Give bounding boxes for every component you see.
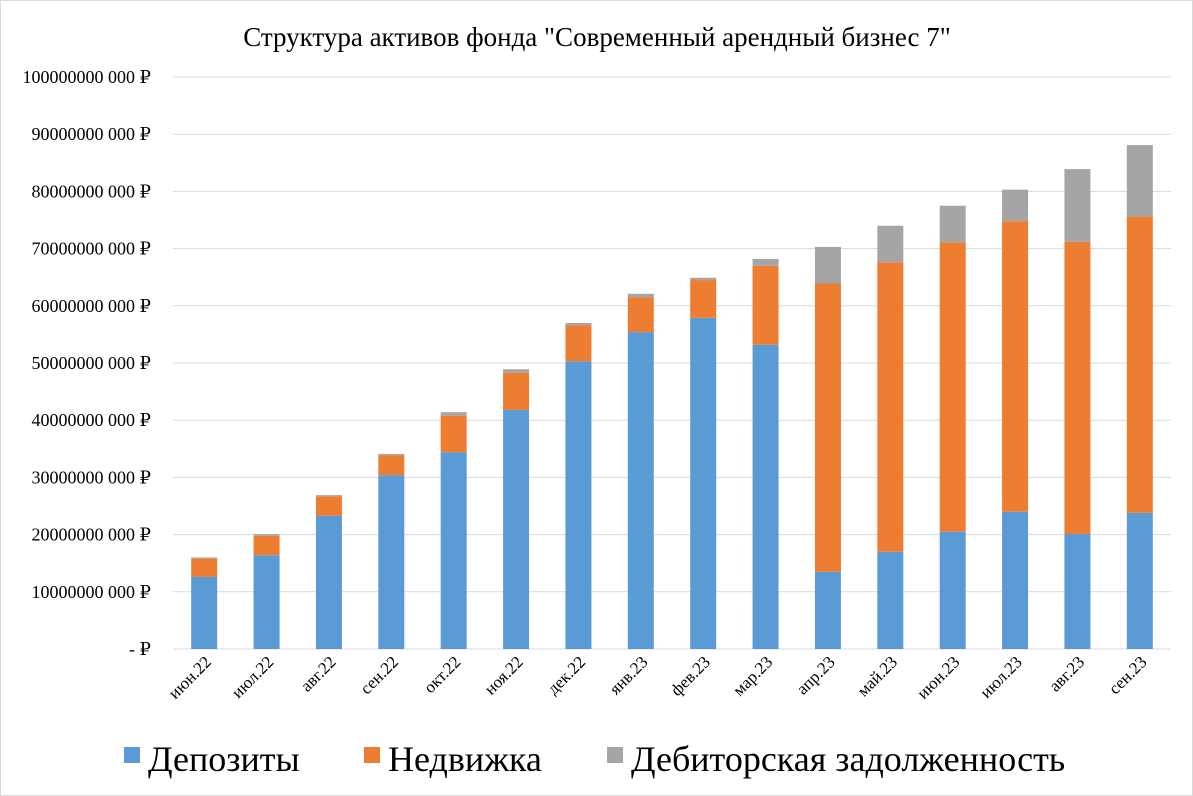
bar-segment-real-estate [939, 242, 966, 532]
bar-segment-real-estate [565, 325, 592, 362]
x-tick-label: окт.22 [420, 652, 465, 697]
x-tick-label: фев.23 [667, 652, 714, 699]
bar-segment-real-estate [752, 265, 779, 345]
legend: Депозиты Недвижка Дебиторская задолженност… [124, 739, 1065, 779]
x-tick-label: июл.23 [976, 652, 1026, 702]
bar-segment-deposits [1064, 534, 1091, 649]
bar-segment-receivables [378, 453, 405, 456]
bar-segment-receivables [1126, 145, 1153, 217]
x-tick-label: авг.23 [1045, 652, 1088, 695]
bar-segment-receivables [877, 225, 904, 263]
y-tick-label: 50000000 000 ₽ [32, 353, 151, 373]
y-tick-label: 90000000 000 ₽ [32, 124, 151, 144]
bar-segment-deposits [440, 452, 467, 649]
y-tick-label: 30000000 000 ₽ [32, 467, 151, 487]
bar-segment-receivables [503, 369, 530, 373]
bar-segment-real-estate [1126, 216, 1153, 513]
legend-label: Недвижка [388, 739, 542, 779]
chart-title: Структура активов фонда "Современный аре… [243, 22, 951, 52]
bar-segment-deposits [877, 551, 904, 649]
bar-segment-receivables [440, 412, 467, 416]
x-tick-label: янв.23 [606, 652, 652, 698]
bar-segment-deposits [939, 531, 966, 649]
x-tick-label: дек.22 [544, 652, 590, 698]
x-tick-label: сен.23 [1105, 652, 1151, 698]
bar-segment-deposits [752, 344, 779, 649]
y-tick-label: 100000000 000 ₽ [23, 67, 151, 87]
bar-segment-deposits [565, 361, 592, 649]
bar-segment-real-estate [191, 558, 218, 577]
legend-label: Депозиты [148, 739, 300, 779]
bar-segment-receivables [814, 246, 841, 284]
x-tick-label: июн.22 [165, 652, 215, 702]
y-tick-label: 20000000 000 ₽ [32, 525, 151, 545]
y-tick-label: 70000000 000 ₽ [32, 239, 151, 259]
bar-segment-deposits [627, 332, 654, 649]
bar-segment-deposits [814, 571, 841, 649]
bar-segment-receivables [690, 277, 717, 281]
bar-segment-deposits [690, 317, 717, 649]
bar-segment-receivables [565, 322, 592, 326]
x-tick-label: ноя.22 [481, 652, 527, 698]
bar-segment-real-estate [253, 535, 280, 556]
x-tick-label: июл.22 [228, 652, 278, 702]
x-tick-label: мар.23 [729, 652, 776, 699]
y-axis-tick-labels: - ₽ 10000000 000 ₽ 20000000 000 ₽ 30000000 … [23, 67, 151, 659]
x-axis-tick-labels: июн.22 июл.22 авг.22 сен.22 окт.22 ноя.22 дек.… [165, 652, 1151, 702]
legend-swatch [607, 747, 623, 763]
bar-segment-real-estate [378, 455, 405, 476]
bar-segment-real-estate [877, 262, 904, 552]
bar-segment-receivables [1002, 189, 1029, 222]
bar-segment-real-estate [814, 283, 841, 572]
bar-segment-real-estate [315, 496, 342, 516]
bar-segment-real-estate [1002, 221, 1029, 512]
y-tick-label: 10000000 000 ₽ [32, 582, 151, 602]
bar-segment-deposits [378, 475, 405, 649]
bar-segment-receivables [315, 495, 342, 497]
x-tick-label: авг.22 [297, 652, 340, 695]
bar-segment-receivables [1064, 169, 1091, 242]
y-tick-label: 80000000 000 ₽ [32, 181, 151, 201]
bar-segment-receivables [253, 534, 280, 536]
bar-segment-deposits [315, 515, 342, 649]
y-tick-label: 60000000 000 ₽ [32, 296, 151, 316]
x-tick-label: сен.22 [356, 652, 402, 698]
bar-segment-deposits [1002, 511, 1029, 649]
y-tick-label: - ₽ [129, 639, 151, 659]
bar-segment-real-estate [440, 415, 467, 453]
bar-segment-deposits [1126, 512, 1153, 649]
x-tick-label: май.23 [853, 652, 901, 700]
x-tick-label: апр.23 [793, 652, 839, 698]
bar-segment-deposits [191, 576, 218, 649]
bar-segment-real-estate [627, 297, 654, 333]
bar-segment-receivables [627, 293, 654, 298]
y-tick-label: 40000000 000 ₽ [32, 410, 151, 430]
bar-segment-deposits [253, 555, 280, 649]
bar-segment-real-estate [1064, 241, 1091, 535]
bar-segment-receivables [752, 258, 779, 266]
bar-segment-real-estate [503, 372, 530, 410]
bar-segment-real-estate [690, 280, 717, 318]
legend-swatch [124, 747, 140, 763]
bar-segment-receivables [191, 557, 218, 559]
legend-label: Дебиторская задолженность [631, 739, 1065, 779]
bar-segment-receivables [939, 205, 966, 243]
legend-swatch [364, 747, 380, 763]
bar-segment-deposits [503, 409, 530, 649]
x-tick-label: июн.23 [913, 652, 963, 702]
bars [191, 145, 1153, 649]
